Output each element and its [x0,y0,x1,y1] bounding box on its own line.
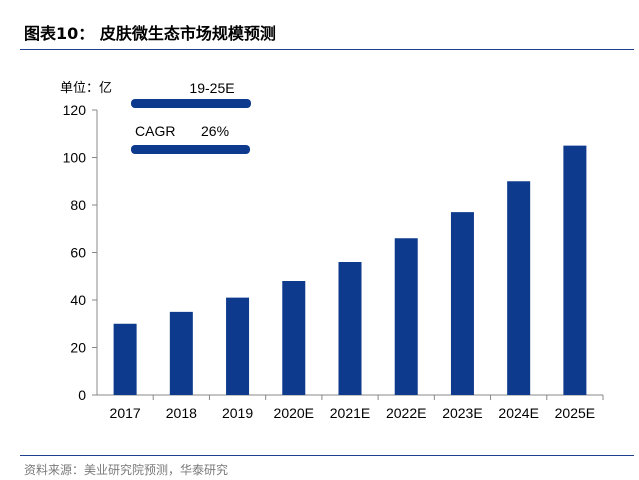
source-note: 资料来源：美业研究院预测，华泰研究 [24,463,229,477]
x-tick-label: 2024E [498,405,538,421]
bar [563,145,587,395]
bar [169,311,193,395]
bar [507,181,531,395]
y-axis: 0 20 40 60 80 100 120 [63,102,98,403]
y-tick-label: 100 [63,150,87,166]
title-divider [20,49,634,50]
y-tick-label: 60 [70,245,86,261]
y-tick-label: 120 [63,102,87,118]
x-tick-label: 2018 [166,405,197,421]
source-divider [20,455,634,456]
x-tick-label: 2021E [330,405,370,421]
y-tick-label: 0 [78,387,86,403]
annotation-cagr-value: 26% [201,123,229,139]
y-tick-label: 20 [70,340,86,356]
x-tick-label: 2025E [555,405,595,421]
bar [450,212,474,395]
annotation-period: 19-25E [189,80,234,96]
annotation-bar-top [131,99,251,108]
x-axis: 2017 2018 2019 2020E 2021E 2022E 2023E 2024E 202… [97,394,604,421]
bar [338,262,362,395]
x-tick-label: 2022E [386,405,426,421]
bar [394,238,418,395]
bars-group [113,145,587,395]
bar [226,297,250,395]
figure-title: 图表10： 皮肤微生态市场规模预测 [24,24,276,43]
x-tick-label: 2020E [274,405,314,421]
annotation-bar-bottom [131,145,250,154]
x-tick-label: 2023E [442,405,482,421]
cagr-annotation: 19-25E CAGR 26% [131,80,251,154]
y-tick-label: 40 [70,292,86,308]
unit-label: 单位：亿 [60,81,112,96]
x-tick-label: 2019 [222,405,253,421]
x-tick-label: 2017 [110,405,141,421]
bar [282,281,306,395]
annotation-cagr-label: CAGR [135,123,175,139]
y-tick-label: 80 [70,197,86,213]
bar [113,323,137,395]
